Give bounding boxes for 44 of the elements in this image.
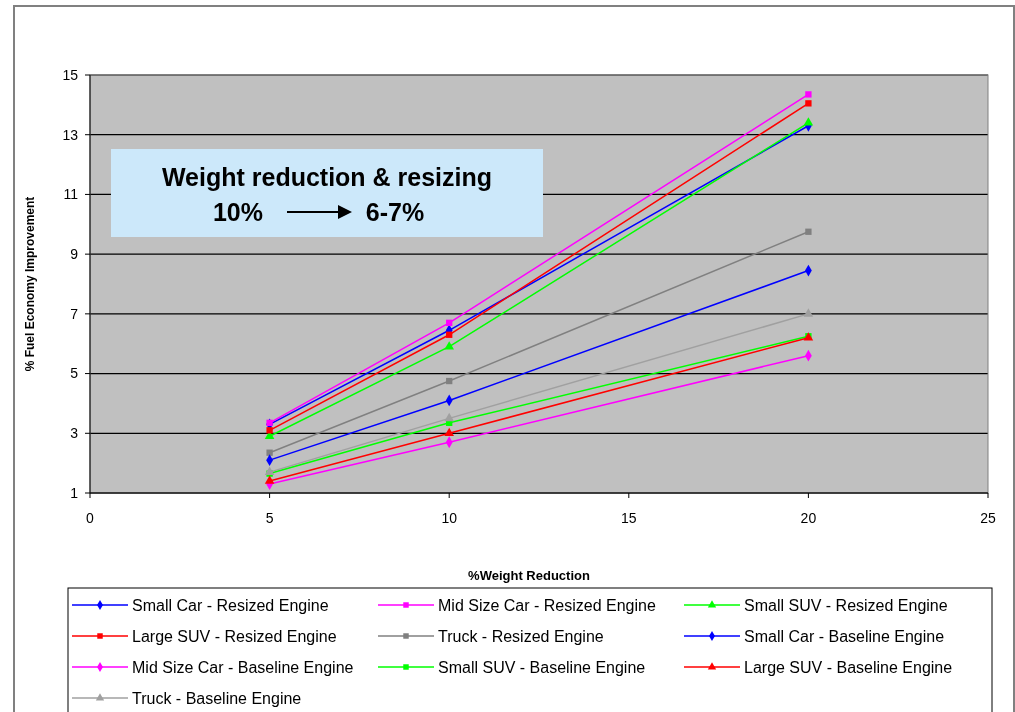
point [446, 331, 453, 338]
point [444, 412, 455, 422]
y-tick-label: 3 [70, 425, 79, 442]
x-tick-label: 25 [980, 510, 996, 526]
point [805, 91, 812, 98]
x-tick-label: 5 [265, 510, 274, 526]
point [805, 228, 812, 235]
point [266, 419, 273, 426]
annotation: Weight reduction & resizing [161, 163, 493, 191]
legend-label: Truck - Baseline Engine [132, 689, 302, 707]
point [446, 377, 453, 385]
legend-label: Small SUV - Baseline Engine [438, 658, 646, 676]
point [444, 427, 455, 437]
point [264, 475, 275, 484]
point [803, 117, 814, 126]
point [266, 449, 273, 456]
y-tick-label: 1 [70, 484, 79, 501]
legend-label: Large SUV - Baseline Engine [744, 658, 953, 676]
legend-label: Small Car - Baseline Engine [744, 627, 945, 645]
y-tick-label: 7 [70, 305, 79, 322]
legend-label: Mid Size Car - Resized Engine [438, 596, 656, 614]
annotation: 10% [212, 198, 264, 226]
legend-label: Small Car - Resized Engine [132, 596, 329, 614]
y-tick-label: 11 [63, 186, 79, 203]
legend-label: Truck - Resized Engine [438, 627, 604, 645]
x-tick-label: 0 [86, 510, 95, 526]
y-tick-label: 5 [70, 365, 79, 382]
legend-label: Mid Size Car - Baseline Engine [132, 658, 354, 676]
y-axis-title: % Fuel Economy Improvement [23, 196, 37, 372]
point [446, 319, 453, 326]
y-tick-label: 9 [70, 246, 79, 263]
point [264, 466, 275, 475]
legend-label: Large SUV - Resized Engine [132, 627, 337, 645]
point [266, 427, 273, 434]
y-tick-label: 15 [62, 66, 79, 83]
x-axis-title: %Weight Reduction [468, 568, 590, 583]
x-tick-label: 15 [621, 510, 637, 526]
point [803, 308, 814, 317]
annotation: 6-7% [365, 198, 425, 226]
point [805, 100, 812, 107]
x-tick-label: 20 [800, 510, 817, 526]
y-tick-label: 13 [62, 126, 79, 143]
legend-label: Small SUV - Resized Engine [744, 596, 948, 614]
x-tick-label: 10 [441, 510, 458, 526]
